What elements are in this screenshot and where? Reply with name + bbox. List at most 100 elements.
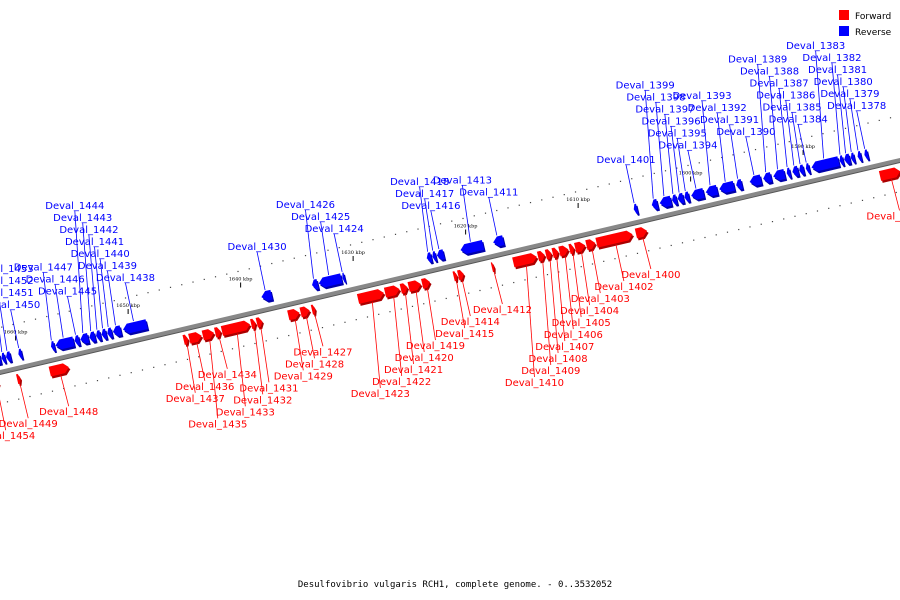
gene-arrow[interactable] [691,188,705,200]
gene-arrow[interactable] [96,330,102,341]
gene-arrow[interactable] [89,331,97,342]
gene-label[interactable]: Deval_1425 [291,212,350,223]
gene-deval-1432[interactable] [250,318,258,332]
gene-label[interactable]: Deval_1431 [239,383,298,394]
gene-deval-1418[interactable] [426,252,434,265]
gene-deval-1412[interactable] [490,262,496,275]
gene-label[interactable]: Deval_1451 [0,288,34,299]
gene-arrow[interactable] [220,320,251,336]
gene-label[interactable]: Deval_1400 [621,270,680,281]
gene-label[interactable]: Deval_1412 [473,305,532,316]
gene-label[interactable]: Deval_1429 [274,371,333,382]
gene-arrow[interactable] [0,354,2,364]
gene-deval-1444[interactable] [80,333,91,346]
gene-deval-1425[interactable] [318,273,344,290]
gene-arrow[interactable] [80,333,90,344]
gene-deval-1441[interactable] [101,328,109,342]
gene-arrow[interactable] [786,167,792,178]
gene-label[interactable]: Deval_1406 [544,330,603,341]
gene-label[interactable]: Deval_1398 [626,93,685,104]
gene-label[interactable]: Deval_1452 [0,276,34,287]
gene-arrow[interactable] [864,149,869,160]
gene-arrow[interactable] [188,332,202,344]
gene-label[interactable]: Deval_1389 [728,55,787,66]
gene-arrow[interactable] [805,163,811,174]
gene-deval-1427[interactable] [310,304,317,317]
gene-deval-1381[interactable] [844,153,853,167]
gene-label[interactable]: Deval_1415 [435,329,494,340]
gene-deval-1379[interactable] [857,150,864,164]
gene-arrow[interactable] [16,373,21,385]
gene-deval-1382[interactable] [839,155,846,168]
gene-arrow[interactable] [426,252,433,263]
gene-label[interactable]: Deval_1414 [441,317,500,328]
gene-label[interactable]: Deval_1379 [820,89,879,100]
gene-label[interactable]: Deval_1419 [406,341,465,352]
gene-label[interactable]: Deval_1443 [53,213,112,224]
gene-label[interactable]: Deval_1439 [78,261,137,272]
gene-label[interactable]: Deval_1438 [96,273,155,284]
gene-label[interactable]: Deval_1395 [648,129,707,140]
gene-label[interactable]: Deval_1444 [45,201,104,212]
gene-arrow[interactable] [261,289,273,301]
gene-deval-1426[interactable] [312,278,321,292]
gene-label[interactable]: Deval_1434 [198,370,257,381]
gene-label[interactable]: Deval_1397 [635,105,694,116]
gene-arrow[interactable] [18,348,23,359]
gene-deval-1389[interactable] [763,172,774,185]
gene-deval-1430[interactable] [261,289,275,303]
gene-arrow[interactable] [107,327,113,338]
gene-label[interactable]: Deval_1440 [71,249,130,260]
gene-arrow[interactable] [633,203,639,214]
gene-deval-1403[interactable] [585,239,597,253]
gene-arrow[interactable] [6,351,12,362]
gene-deval-1450[interactable] [18,348,25,361]
gene-arrow[interactable] [544,249,552,260]
gene-deval-1424[interactable] [342,272,348,285]
gene-label[interactable]: Deval_1383 [786,41,845,52]
gene-arrow[interactable] [255,317,263,328]
gene-deval-1407[interactable] [551,247,560,260]
gene-label[interactable]: Deval_1420 [395,353,454,364]
gene-label[interactable]: Deval_1411 [459,187,518,198]
gene-label[interactable]: Deval_1418 [390,177,449,188]
gene-arrow[interactable] [356,289,384,304]
gene-deval-1433[interactable] [220,320,252,338]
gene-deval-1415[interactable] [452,271,459,284]
gene-deval-1411[interactable] [493,235,506,249]
gene-arrow[interactable] [844,153,851,165]
gene-arrow[interactable] [850,152,856,163]
gene-deval-1442[interactable] [96,330,104,343]
gene-arrow[interactable] [312,278,319,290]
gene-arrow[interactable] [763,172,773,183]
gene-arrow[interactable] [74,335,81,346]
gene-deval-1402[interactable] [595,230,635,250]
gene-arrow[interactable] [677,192,685,204]
gene-label[interactable]: Deval_1387 [750,79,809,90]
gene-label[interactable]: Deval_1432 [233,395,292,406]
gene-arrow[interactable] [407,280,422,292]
gene-deval-1446[interactable] [55,336,77,352]
gene-deval-1420[interactable] [407,280,423,294]
gene-arrow[interactable] [512,253,537,268]
gene-label[interactable]: Deval_1424 [305,224,364,235]
gene-deval-1421[interactable] [399,283,410,296]
gene-deval-1399[interactable] [651,198,661,212]
gene-label[interactable]: Deval_1396 [642,117,701,128]
gene-arrow[interactable] [749,174,763,186]
gene-label[interactable]: Deval_1447 [14,263,73,274]
gene-label[interactable]: Deval_1446 [26,275,85,286]
gene-arrow[interactable] [421,278,431,289]
gene-deval-1378[interactable] [864,149,871,162]
gene-label[interactable]: Deval_1390 [716,127,775,138]
gene-label[interactable]: Deval_1391 [700,115,759,126]
gene-deval-1453[interactable] [0,354,4,367]
gene-label[interactable]: Deval_1413 [433,175,492,186]
gene-label[interactable]: Deval_1381 [808,65,867,76]
gene-label[interactable]: Deval_1404 [560,306,619,317]
gene-arrow[interactable] [490,262,495,273]
gene-deval-1400[interactable] [634,227,649,241]
gene-label[interactable]: Deval_1437 [166,394,225,405]
gene-arrow[interactable] [672,194,678,205]
gene-label[interactable]: Deval_1421 [384,365,443,376]
